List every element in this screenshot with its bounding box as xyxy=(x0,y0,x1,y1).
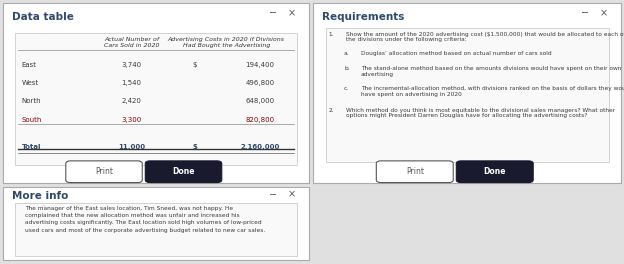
FancyBboxPatch shape xyxy=(3,187,309,260)
Text: b.: b. xyxy=(344,66,349,71)
Text: 820,800: 820,800 xyxy=(245,117,275,122)
Text: $: $ xyxy=(193,144,198,150)
Text: ×: × xyxy=(599,8,608,18)
Text: −: − xyxy=(581,8,589,18)
Text: 2.: 2. xyxy=(329,107,334,112)
Text: North: North xyxy=(21,98,41,105)
Text: c.: c. xyxy=(344,86,349,91)
Text: 1.: 1. xyxy=(329,32,334,37)
FancyBboxPatch shape xyxy=(16,203,296,256)
FancyBboxPatch shape xyxy=(456,161,533,183)
Text: 1,540: 1,540 xyxy=(122,81,142,86)
Text: The stand-alone method based on the amounts divisions would have spent on their : The stand-alone method based on the amou… xyxy=(361,66,622,77)
Text: Douglas’ allocation method based on actual number of cars sold: Douglas’ allocation method based on actu… xyxy=(361,51,552,56)
Text: Done: Done xyxy=(172,167,195,176)
Text: 2,160,000: 2,160,000 xyxy=(240,144,280,150)
Text: 2,420: 2,420 xyxy=(122,98,142,105)
Text: Print: Print xyxy=(406,167,424,176)
Text: ×: × xyxy=(288,190,296,200)
Text: 194,400: 194,400 xyxy=(245,62,275,68)
Text: West: West xyxy=(21,81,39,86)
FancyBboxPatch shape xyxy=(16,33,296,165)
Text: Print: Print xyxy=(95,167,113,176)
Text: South: South xyxy=(21,117,42,122)
Text: East: East xyxy=(21,62,36,68)
Text: Data table: Data table xyxy=(12,12,74,22)
Text: 11,000: 11,000 xyxy=(118,144,145,150)
FancyBboxPatch shape xyxy=(66,161,142,183)
Text: The manager of the East sales location, Tim Sneed, was not happy. He
complained : The manager of the East sales location, … xyxy=(24,206,265,233)
Text: The incremental-allocation method, with divisions ranked on the basis of dollars: The incremental-allocation method, with … xyxy=(361,86,624,97)
Text: −: − xyxy=(269,190,277,200)
Text: Actual Number of
Cars Sold in 2020: Actual Number of Cars Sold in 2020 xyxy=(104,37,159,48)
Text: Done: Done xyxy=(484,167,506,176)
Text: Total: Total xyxy=(21,144,41,150)
FancyBboxPatch shape xyxy=(313,3,621,183)
Text: 496,800: 496,800 xyxy=(245,81,275,86)
Text: 3,740: 3,740 xyxy=(122,62,142,68)
Text: a.: a. xyxy=(344,51,349,56)
FancyBboxPatch shape xyxy=(3,3,309,183)
Text: More info: More info xyxy=(12,191,69,201)
Text: Advertising Costs in 2020 if Divisions
Had Bought the Advertising: Advertising Costs in 2020 if Divisions H… xyxy=(168,37,285,48)
FancyBboxPatch shape xyxy=(145,161,222,183)
Text: ×: × xyxy=(288,8,296,18)
Text: Requirements: Requirements xyxy=(323,12,405,22)
FancyBboxPatch shape xyxy=(326,28,608,162)
FancyBboxPatch shape xyxy=(376,161,453,183)
Text: $: $ xyxy=(193,62,197,68)
Text: Which method do you think is most equitable to the divisional sales managers? Wh: Which method do you think is most equita… xyxy=(346,107,615,118)
Text: 648,000: 648,000 xyxy=(245,98,275,105)
Text: 3,300: 3,300 xyxy=(122,117,142,122)
Text: Show the amount of the 2020 advertising cost ($1,500,000) that would be allocate: Show the amount of the 2020 advertising … xyxy=(346,32,624,43)
Text: −: − xyxy=(269,8,277,18)
